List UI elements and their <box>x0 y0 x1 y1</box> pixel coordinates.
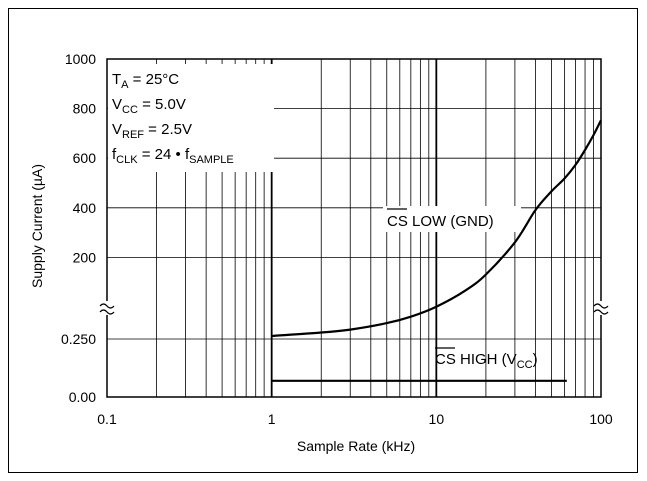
annotation-vcc: VCC = 5.0V <box>112 96 186 116</box>
plot-border <box>106 58 602 398</box>
y-tick-label: 400 <box>73 200 97 216</box>
axis-break-mark <box>99 303 115 309</box>
axis-break-mark <box>593 303 609 309</box>
y-tick-label: 1000 <box>65 51 96 67</box>
series-label-text: CS HIGH (VCC) <box>435 351 538 371</box>
axis-break-mark <box>99 309 115 315</box>
axis-break <box>99 301 609 315</box>
x-tick-label: 0.1 <box>97 411 117 427</box>
y-tick-label: 800 <box>73 101 97 117</box>
x-tick-label: 1 <box>268 411 276 427</box>
series-label-cs-low: CS LOW (GND) <box>383 206 521 232</box>
x-axis-label: Sample Rate (kHz) <box>297 438 415 454</box>
annotation-ta: TA = 25°C <box>112 71 179 91</box>
x-tick-label: 100 <box>589 411 613 427</box>
y-tick-label: 0.250 <box>61 331 96 347</box>
x-axis: 0.1 1 10 100 <box>97 411 613 427</box>
y-tick-label: 200 <box>73 249 97 265</box>
series-label-cs-high: CS HIGH (VCC) <box>435 347 538 371</box>
annotation-background <box>108 64 274 172</box>
y-tick-label: 0.00 <box>69 389 96 405</box>
conditions-annotation: TA = 25°C VCC = 5.0V VREF = 2.5V fCLK = … <box>108 64 274 172</box>
series-label-text: CS LOW (GND) <box>387 213 494 230</box>
x-tick-label: 10 <box>429 411 445 427</box>
annotation-fclk: fCLK = 24 • fSAMPLE <box>112 146 234 166</box>
chart-frame <box>8 8 638 473</box>
y-axis-label: Supply Current (µA) <box>29 164 45 288</box>
plot-area <box>106 58 602 398</box>
y-axis: 1000 800 600 400 200 0.250 0.00 <box>61 51 96 405</box>
annotation-vref: VREF = 2.5V <box>112 121 192 141</box>
y-tick-label: 600 <box>73 150 97 166</box>
series-group <box>271 119 602 382</box>
series-line-0 <box>271 119 602 338</box>
series-label-background <box>383 206 521 232</box>
axis-break-mark <box>593 309 609 315</box>
